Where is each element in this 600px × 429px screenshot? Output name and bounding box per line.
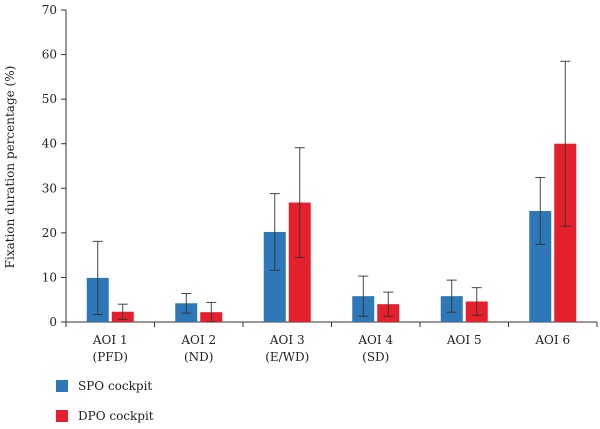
y-tick-label: 50: [42, 92, 57, 106]
chart-bars: [86, 143, 577, 322]
x-category-label: AOI 3: [269, 333, 305, 347]
legend-label: DPO cockpit: [78, 409, 154, 423]
chart-axes: 0 10 20 30 40 50 60 70: [42, 3, 598, 329]
x-category-label: AOI 6: [534, 333, 570, 347]
y-tick-label: 60: [42, 48, 57, 62]
bar-spo-3: [263, 231, 286, 322]
y-tick-label: 40: [42, 137, 57, 151]
x-category-label: AOI 4: [357, 333, 393, 347]
y-tick-label: 0: [49, 315, 57, 329]
x-category-label: AOI 2: [180, 333, 216, 347]
legend-swatch: [56, 380, 68, 392]
x-category-label: AOI 5: [446, 333, 482, 347]
legend: SPO cockpit DPO cockpit: [56, 379, 154, 423]
y-tick-label: 20: [42, 226, 57, 240]
x-category-label: AOI 1: [92, 333, 128, 347]
chart-error-bars: [92, 60, 571, 323]
x-category-label: (PFD): [93, 350, 128, 364]
x-category-labels: AOI 1 (PFD) AOI 2 (ND) AOI 3 (E/WD) AOI 4 (SD) A…: [92, 333, 570, 364]
y-tick-label: 30: [42, 181, 57, 195]
bar-spo-6: [529, 211, 552, 322]
x-category-label: (E/WD): [265, 350, 309, 364]
bar-dpo-3: [288, 202, 311, 322]
y-axis-title: Fixation duration percentage (%): [3, 66, 17, 269]
bar-dpo-6: [554, 143, 577, 322]
y-tick-label: 10: [42, 270, 57, 284]
y-tick-label: 70: [42, 3, 57, 17]
x-category-label: (ND): [184, 350, 213, 364]
legend-swatch: [56, 410, 68, 422]
legend-label: SPO cockpit: [78, 379, 152, 393]
x-category-label: (SD): [362, 350, 389, 364]
